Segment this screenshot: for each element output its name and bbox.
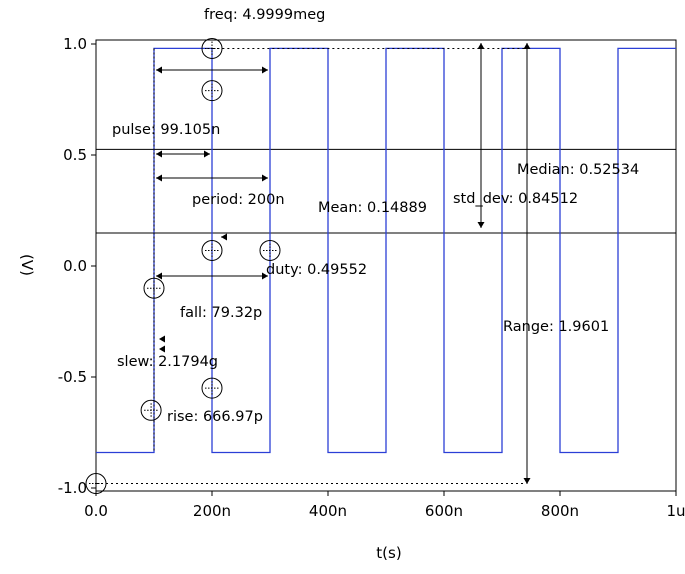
std-dev-label: std_dev: 0.84512	[453, 191, 578, 207]
rise-marker	[140, 399, 162, 421]
duty-marker-left	[201, 239, 223, 261]
slew-arrow-head-2	[159, 345, 165, 353]
fall-arrow-head-right	[262, 272, 268, 280]
duty-marker-right	[259, 239, 281, 261]
period-arrow-head-left	[156, 174, 162, 182]
range-arrow-head-top	[523, 43, 531, 49]
median-label: Median: 0.52534	[517, 162, 639, 178]
freq-marker	[201, 37, 223, 59]
period-arrow-head-right	[262, 174, 268, 182]
pulse-arrow-head-right	[204, 150, 210, 158]
period-top-arrow-head-right	[262, 66, 268, 74]
pulse-label: pulse: 99.105n	[112, 122, 220, 138]
period-top-marker	[201, 80, 223, 102]
std-dev-arrow-head-bottom	[477, 222, 485, 228]
period-top-arrow-head-left	[156, 66, 162, 74]
y-tick-label-2: 0.0	[63, 257, 87, 275]
x-tick-label-2: 400n	[309, 502, 347, 520]
fall-label: fall: 79.32p	[180, 305, 262, 321]
range-label: Range: 1.9601	[503, 319, 609, 335]
rise-label: rise: 666.97p	[167, 409, 263, 425]
rise-marker-top	[201, 377, 223, 399]
pulse-arrow-head-left	[156, 150, 162, 158]
x-tick-label-4: 800n	[541, 502, 579, 520]
x-tick-label-1: 200n	[193, 502, 231, 520]
x-tick-label-0: 0.0	[84, 502, 108, 520]
fall-marker	[143, 277, 165, 299]
slew-arrow-head-1	[159, 335, 165, 343]
x-tick-label-3: 600n	[425, 502, 463, 520]
period-label: period: 200n	[192, 192, 285, 208]
slew-label: slew: 2.1794g	[117, 354, 218, 370]
fall-arrow-head-left	[156, 272, 162, 280]
y-tick-label-0: 1.0	[63, 35, 87, 53]
x-axis-label: t(s)	[376, 544, 401, 562]
x-tick-label-5: 1u	[666, 502, 685, 520]
y-axis-label: (V)	[18, 254, 36, 276]
y-tick-label-4: -1.0	[58, 479, 87, 497]
freq-label: freq: 4.9999meg	[204, 7, 325, 23]
duty-label: duty: 0.49552	[266, 262, 367, 278]
y-tick-label-1: 0.5	[63, 146, 87, 164]
mean-label: Mean: 0.14889	[318, 200, 427, 216]
std-dev-arrow-head-top	[477, 43, 485, 49]
y-tick-label-3: -0.5	[58, 368, 87, 386]
range-arrow-head-bottom	[523, 478, 531, 484]
series-0-line	[96, 47, 676, 454]
